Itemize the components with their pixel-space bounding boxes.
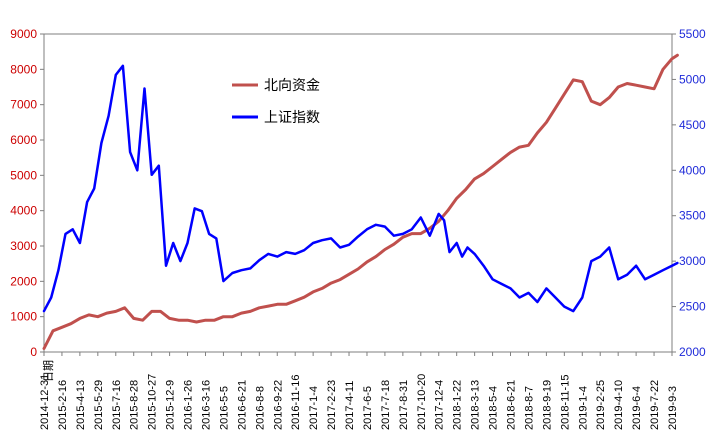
left-tick-label: 3000 (10, 239, 37, 253)
north-flow-line (42, 53, 679, 350)
x-tick-label: 2018-11-15 (559, 375, 571, 430)
x-tick-label: 2016-9-22 (272, 380, 284, 430)
x-tick-label: 2015-7-16 (111, 380, 123, 430)
x-tick-label: 2016-5-5 (218, 386, 230, 430)
right-tick-label: 3000 (679, 254, 706, 268)
x-tick-label: 2015-12-9 (165, 380, 177, 430)
left-tick-label: 9000 (10, 27, 37, 41)
right-tick-label: 4500 (679, 118, 706, 132)
x-tick-label: 2015-10-27 (147, 374, 159, 430)
left-tick-label: 1000 (10, 310, 37, 324)
right-tick-label: 2000 (679, 345, 706, 359)
legend-label: 北向资金 (264, 78, 320, 94)
left-tick-label: 5000 (10, 168, 37, 182)
x-tick-label: 2017-4-11 (344, 381, 356, 430)
x-tick-label: 2018-8-7 (523, 386, 535, 430)
x-tick-label: 2014-12-31 (39, 374, 51, 430)
x-tick-label: 2016-11-16 (290, 375, 302, 430)
x-tick-label: 2016-1-26 (183, 380, 195, 430)
left-tick-label: 0 (30, 345, 37, 359)
x-tick-label: 2019-6-4 (631, 386, 643, 430)
left-y-axis: 0 1000 2000 3000 4000 5000 6000 7000 8000 9000 (10, 27, 44, 359)
x-tick-label: 2015-5-29 (93, 380, 105, 430)
right-tick-label: 2500 (679, 300, 706, 314)
x-tick-label: 2017-2-23 (326, 380, 338, 430)
x-tick-label: 2017-7-18 (380, 380, 392, 430)
x-tick-label: 2017-1-4 (308, 386, 320, 430)
right-y-axis: 2000 2500 3000 3500 4000 4500 5000 5500 (672, 27, 706, 359)
x-tick-label: 2016-3-16 (200, 380, 212, 430)
right-tick-label: 3500 (679, 209, 706, 223)
x-axis-label: 日期 (42, 360, 55, 382)
x-tick-label: 2019-9-3 (667, 386, 679, 430)
x-tick-label: 2018-1-22 (452, 380, 464, 430)
sse-index-line (42, 64, 679, 313)
left-tick-label: 7000 (10, 98, 37, 112)
x-tick-label: 2015-2-16 (57, 380, 69, 430)
x-tick-label: 2016-8-8 (254, 386, 266, 430)
left-tick-label: 8000 (10, 62, 37, 76)
x-tick-label: 2016-6-21 (236, 380, 248, 430)
x-tick-label: 2019-7-22 (649, 380, 661, 430)
x-tick-label: 2015-8-28 (129, 380, 141, 430)
left-tick-label: 2000 (10, 274, 37, 288)
x-tick-label: 2018-6-21 (506, 380, 518, 430)
plot-area-frame (43, 33, 673, 353)
x-tick-label: 2017-10-20 (416, 374, 428, 430)
x-tick-label: 2017-12-4 (434, 380, 446, 430)
x-tick-label: 2017-8-31 (398, 380, 410, 430)
left-tick-label: 6000 (10, 133, 37, 147)
x-tick-label: 2015-4-13 (75, 380, 87, 430)
left-tick-label: 4000 (10, 204, 37, 218)
x-tick-label: 2019-2-25 (595, 380, 607, 430)
legend-label: 上证指数 (264, 110, 320, 126)
right-tick-label: 5500 (679, 27, 706, 41)
x-tick-label: 2018-3-13 (470, 380, 482, 430)
right-tick-label: 4000 (679, 163, 706, 177)
x-tick-label: 2019-1-4 (577, 386, 589, 430)
x-tick-label: 2018-9-19 (541, 380, 553, 430)
x-tick-label: 2017-6-5 (362, 386, 374, 430)
x-axis: 2014-12-31 2015-2-16 2015-4-13 2015-5-29 201… (39, 352, 679, 430)
x-tick-label: 2018-5-4 (488, 386, 500, 430)
right-tick-label: 5000 (679, 72, 706, 86)
series-lines (42, 53, 679, 350)
x-tick-label: 2019-4-10 (613, 380, 625, 430)
